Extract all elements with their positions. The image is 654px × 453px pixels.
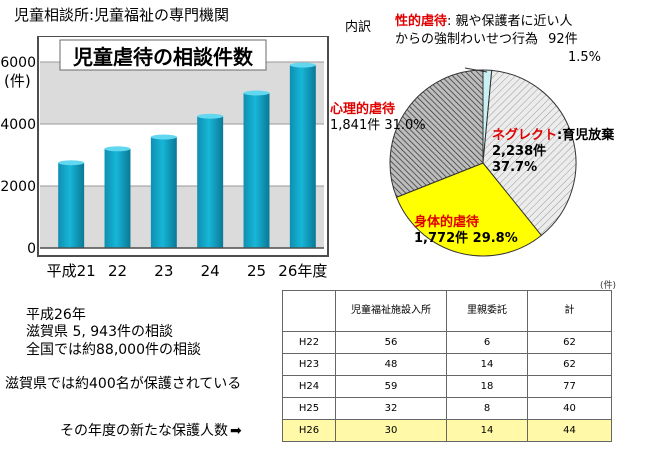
bar-top bbox=[243, 90, 270, 96]
table-cell-total: 62 bbox=[527, 331, 612, 354]
label-physical-name: 身体的虐待 bbox=[414, 215, 480, 230]
bar-top bbox=[104, 146, 131, 152]
label-neglect-count: 2,238件 bbox=[492, 144, 547, 159]
table-header-total: 計 bbox=[527, 290, 612, 332]
bar bbox=[197, 116, 224, 248]
pie-slice bbox=[389, 69, 484, 198]
page-title: 児童相談所:児童福祉の専門機関 bbox=[14, 6, 230, 24]
bar-top bbox=[150, 134, 177, 140]
y-tick-label: 0 bbox=[27, 241, 36, 257]
table-cell-year: H26 bbox=[282, 419, 336, 442]
pie-slice bbox=[395, 162, 543, 257]
leader-line bbox=[464, 67, 488, 73]
table-row: H24 59 18 77 bbox=[282, 375, 612, 398]
table-cell-facility: 32 bbox=[335, 397, 447, 420]
note-new-protected: その年度の新たな保護人数 ➡ bbox=[60, 423, 242, 440]
bar-top bbox=[58, 160, 85, 166]
note-shiga-protected: 滋賀県では約400名が保護されている bbox=[5, 376, 242, 392]
grid-band bbox=[40, 186, 324, 248]
label-sexual-line2: からの強制わいせつ行為 92件 bbox=[395, 32, 578, 48]
table-row-highlighted: H26 30 14 44 bbox=[282, 419, 612, 442]
label-sexual-name: 性的虐待 bbox=[395, 14, 448, 29]
label-neglect-pct: 37.7% bbox=[492, 160, 538, 175]
table-cell-total: 44 bbox=[527, 419, 612, 442]
label-neglect: ネグレクト:育児放棄 2,238件 37.7% bbox=[492, 128, 614, 176]
label-sexual-desc2: からの強制わいせつ行為 bbox=[395, 32, 539, 47]
table-cell-total: 62 bbox=[527, 353, 612, 376]
note-new-protected-text: その年度の新たな保護人数 bbox=[60, 423, 228, 439]
note-shiga-count: 滋賀県 5, 943件の相談 bbox=[26, 324, 173, 340]
bar-top bbox=[197, 113, 224, 119]
bar bbox=[104, 148, 131, 248]
pie-chart bbox=[389, 67, 577, 257]
chart-title: 児童虐待の相談件数 bbox=[72, 45, 254, 69]
x-tick-label: 23 bbox=[154, 262, 173, 280]
label-physical-count: 1,772件 29.8% bbox=[414, 231, 518, 246]
y-tick-label: 4000 bbox=[0, 117, 36, 133]
table-row: H23 48 14 62 bbox=[282, 353, 612, 376]
table-cell-year: H25 bbox=[282, 397, 336, 420]
y-axis-label: (件) bbox=[4, 72, 31, 90]
title-box bbox=[59, 39, 267, 71]
table-cell-total: 40 bbox=[527, 397, 612, 420]
table-row: H25 32 8 40 bbox=[282, 397, 612, 420]
table-cell-total: 77 bbox=[527, 375, 612, 398]
table-unit: (件) bbox=[600, 281, 617, 291]
table-cell-facility: 30 bbox=[335, 419, 447, 442]
table-header-row: 児童福祉施設入所 里親委託 計 bbox=[282, 290, 612, 332]
bar-top bbox=[289, 62, 316, 68]
table-row: H22 56 6 62 bbox=[282, 331, 612, 354]
label-neglect-desc: :育児放棄 bbox=[557, 128, 615, 143]
table-cell-foster: 8 bbox=[446, 397, 528, 420]
right-arrow-icon: ➡ bbox=[230, 423, 242, 439]
label-psych: 心理的虐待 1,841件 31.0% bbox=[330, 102, 426, 134]
table-cell-foster: 6 bbox=[446, 331, 528, 354]
y-tick-label: 2000 bbox=[0, 179, 36, 195]
table-cell-year: H24 bbox=[282, 375, 336, 398]
label-sexual-desc: 親や保護者に近い人 bbox=[455, 14, 573, 29]
note-japan-count: 全国では約88,000件の相談 bbox=[26, 342, 201, 358]
x-tick-label: 24 bbox=[201, 262, 220, 280]
label-sexual-pct: 1.5% bbox=[568, 50, 602, 65]
grid-band bbox=[40, 62, 324, 124]
bar bbox=[289, 65, 316, 248]
table-cell-facility: 59 bbox=[335, 375, 447, 398]
label-neglect-name: ネグレクト bbox=[492, 128, 558, 143]
table-cell-year: H23 bbox=[282, 353, 336, 376]
table-cell-foster: 14 bbox=[446, 353, 528, 376]
label-psych-count: 1,841件 31.0% bbox=[330, 118, 426, 133]
table-header-foster: 里親委託 bbox=[446, 290, 528, 332]
label-sexual-sep: : bbox=[447, 14, 452, 29]
protection-table: 児童福祉施設入所 里親委託 計 H22 56 6 62 H23 48 14 62… bbox=[282, 290, 612, 442]
bar-chart-panel: 0 2000 4000 6000 (件) 児童虐待の相談件数平成21 22 23 24 25 26年… bbox=[0, 36, 330, 286]
bar bbox=[243, 93, 270, 248]
table-header-year bbox=[282, 290, 336, 332]
x-tick-label: 22 bbox=[108, 262, 127, 280]
x-tick-label: 平成21 bbox=[47, 262, 96, 280]
label-sexual: 性的虐待: 親や保護者に近い人 bbox=[395, 14, 573, 30]
label-psych-name: 心理的虐待 bbox=[330, 102, 396, 117]
table-cell-foster: 18 bbox=[446, 375, 528, 398]
table-header-facility: 児童福祉施設入所 bbox=[335, 290, 447, 332]
bar bbox=[58, 162, 85, 248]
x-tick-label: 25 bbox=[247, 262, 266, 280]
label-sexual-count: 92件 bbox=[548, 32, 578, 47]
bar bbox=[150, 137, 177, 248]
pie-slice bbox=[482, 69, 577, 237]
y-tick-label: 6000 bbox=[0, 55, 36, 71]
table-cell-year: H22 bbox=[282, 331, 336, 354]
table-cell-foster: 14 bbox=[446, 419, 528, 442]
table-cell-facility: 56 bbox=[335, 331, 447, 354]
pie-header: 内訳 bbox=[345, 20, 372, 35]
note-year: 平成26年 bbox=[26, 307, 86, 323]
x-tick-label: 26年度 bbox=[278, 262, 327, 280]
label-physical: 身体的虐待 1,772件 29.8% bbox=[414, 215, 518, 247]
table-cell-facility: 48 bbox=[335, 353, 447, 376]
